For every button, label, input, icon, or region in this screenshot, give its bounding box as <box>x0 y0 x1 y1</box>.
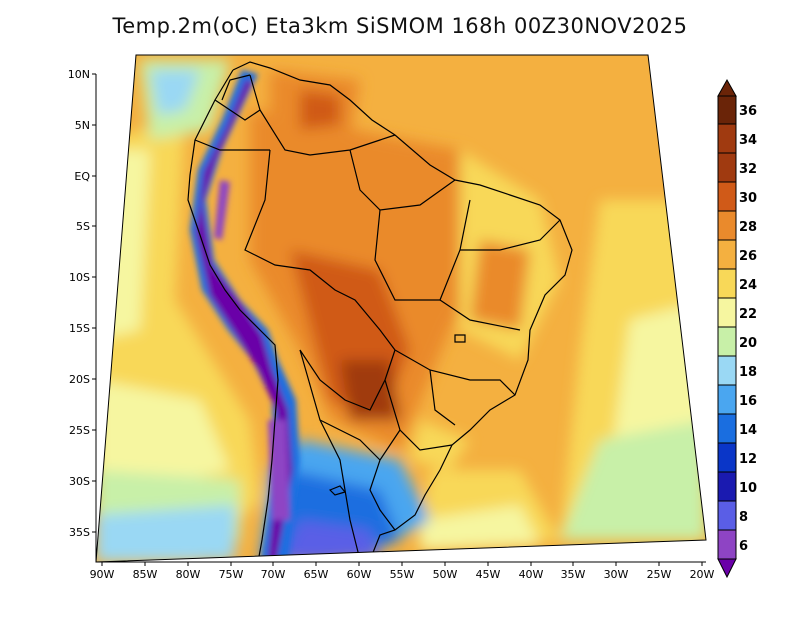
colorbar-label: 26 <box>739 249 757 264</box>
lon-tick-label: 35W <box>561 568 586 581</box>
lat-tick-label: 5S <box>76 220 90 233</box>
colorbar-segment <box>717 384 737 415</box>
colorbar-bottom-triangle <box>717 558 737 579</box>
colorbar-label: 16 <box>739 394 757 409</box>
colorbar-segment <box>717 355 737 386</box>
lat-tick-label: EQ <box>74 170 90 183</box>
colorbar-label: 20 <box>739 336 757 351</box>
colorbar-segment <box>717 529 737 560</box>
latitude-axis: 10N 5N EQ 5S 10S 15S 20S 25S 30S 35S <box>68 68 97 562</box>
colorbar-segment <box>717 442 737 473</box>
lat-tick-label: 20S <box>69 373 90 386</box>
lon-tick-label: 20W <box>690 568 715 581</box>
lon-tick-label: 30W <box>604 568 629 581</box>
lon-tick-label: 85W <box>133 568 158 581</box>
colorbar-segment <box>717 123 737 154</box>
lon-tick-label: 55W <box>390 568 415 581</box>
colorbar-label: 12 <box>739 452 757 467</box>
colorbar-label: 24 <box>739 278 757 293</box>
colorbar-top-triangle <box>717 78 737 97</box>
colorbar-segment <box>717 181 737 212</box>
colorbar-legend: 6 8 10 12 14 16 18 20 22 24 26 28 30 32 … <box>717 78 757 579</box>
lon-tick-label: 60W <box>347 568 372 581</box>
map-frame <box>95 54 707 563</box>
lon-tick-label: 90W <box>90 568 115 581</box>
lat-tick-label: 10N <box>68 68 90 81</box>
colorbar-segment <box>717 413 737 444</box>
colorbar-label: 6 <box>739 539 748 554</box>
lat-tick-label: 30S <box>69 475 90 488</box>
colorbar-label: 18 <box>739 365 757 380</box>
colorbar-label: 28 <box>739 220 757 235</box>
lon-tick-label: 50W <box>433 568 458 581</box>
lon-tick-label: 25W <box>647 568 672 581</box>
colorbar-segment <box>717 500 737 531</box>
temperature-field <box>96 55 706 562</box>
lat-tick-label: 15S <box>69 322 90 335</box>
map-title: Temp.2m(oC) Eta3km SiSMOM 168h 00Z30NOV2… <box>112 14 688 38</box>
colorbar-label: 30 <box>739 191 757 206</box>
longitude-axis: 90W 85W 80W 75W 70W 65W 60W 55W 50W 45W … <box>90 561 715 581</box>
colorbar-label: 32 <box>739 162 757 177</box>
colorbar-label: 22 <box>739 307 757 322</box>
colorbar-segment <box>717 297 737 328</box>
colorbar-label: 36 <box>739 104 757 119</box>
lat-tick-label: 5N <box>75 119 90 132</box>
colorbar-label: 8 <box>739 510 748 525</box>
lon-tick-label: 75W <box>219 568 244 581</box>
colorbar-segment <box>717 239 737 270</box>
lon-tick-label: 40W <box>519 568 544 581</box>
colorbar-label: 14 <box>739 423 757 438</box>
colorbar-label: 34 <box>739 133 757 148</box>
lon-tick-label: 65W <box>304 568 329 581</box>
lat-tick-label: 25S <box>69 424 90 437</box>
colorbar-segment <box>717 471 737 502</box>
lon-tick-label: 45W <box>476 568 501 581</box>
colorbar-segment <box>717 95 737 125</box>
lat-tick-label: 10S <box>69 271 90 284</box>
colorbar-segment <box>717 326 737 357</box>
colorbar-segment <box>717 268 737 299</box>
colorbar-segment <box>717 210 737 241</box>
coastline-and-borders <box>187 61 573 562</box>
lon-tick-label: 70W <box>261 568 286 581</box>
colorbar-label: 10 <box>739 481 757 496</box>
colorbar-segment <box>717 152 737 183</box>
lat-tick-label: 35S <box>69 526 90 539</box>
lon-tick-label: 80W <box>176 568 201 581</box>
